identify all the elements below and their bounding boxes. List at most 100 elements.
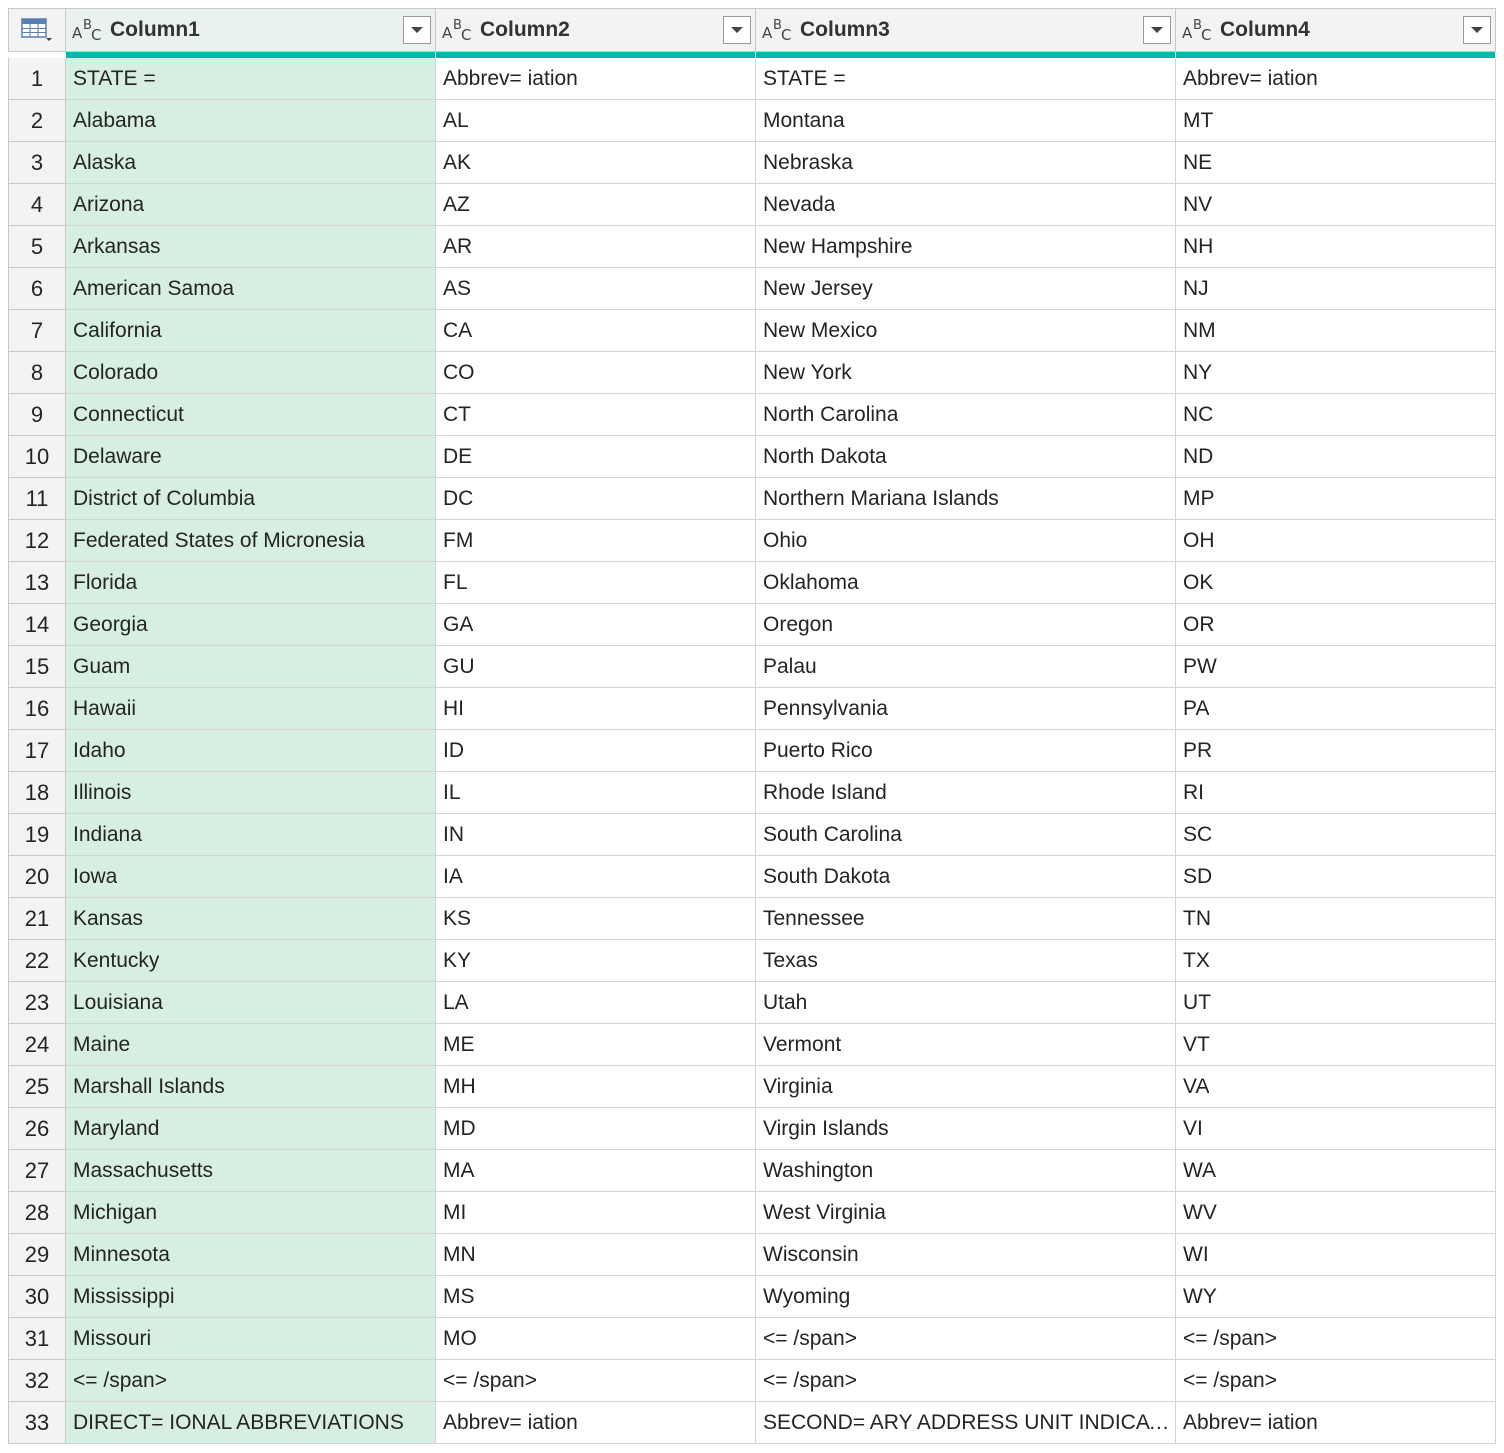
cell-column3[interactable]: New Hampshire	[756, 226, 1176, 268]
cell-column2[interactable]: MA	[436, 1150, 756, 1192]
cell-column1[interactable]: Alaska	[66, 142, 436, 184]
cell-column4[interactable]: WV	[1176, 1192, 1496, 1234]
row-number[interactable]: 4	[8, 184, 66, 226]
cell-column4[interactable]: NC	[1176, 394, 1496, 436]
cell-column3[interactable]: <= /span>	[756, 1318, 1176, 1360]
cell-column2[interactable]: Abbrev= iation	[436, 1402, 756, 1444]
cell-column4[interactable]: TN	[1176, 898, 1496, 940]
row-number[interactable]: 33	[8, 1402, 66, 1444]
cell-column1[interactable]: Kansas	[66, 898, 436, 940]
cell-column3[interactable]: Pennsylvania	[756, 688, 1176, 730]
cell-column1[interactable]: DIRECT= IONAL ABBREVIATIONS	[66, 1402, 436, 1444]
cell-column3[interactable]: Puerto Rico	[756, 730, 1176, 772]
cell-column2[interactable]: MI	[436, 1192, 756, 1234]
cell-column1[interactable]: Kentucky	[66, 940, 436, 982]
cell-column4[interactable]: MT	[1176, 100, 1496, 142]
cell-column2[interactable]: CO	[436, 352, 756, 394]
cell-column2[interactable]: MN	[436, 1234, 756, 1276]
cell-column4[interactable]: PR	[1176, 730, 1496, 772]
table-menu-button[interactable]	[8, 9, 66, 51]
cell-column1[interactable]: Georgia	[66, 604, 436, 646]
cell-column4[interactable]: NE	[1176, 142, 1496, 184]
cell-column3[interactable]: Rhode Island	[756, 772, 1176, 814]
filter-dropdown-button[interactable]	[1143, 16, 1171, 44]
filter-dropdown-button[interactable]	[1463, 16, 1491, 44]
cell-column1[interactable]: Federated States of Micronesia	[66, 520, 436, 562]
row-number[interactable]: 8	[8, 352, 66, 394]
cell-column1[interactable]: Mississippi	[66, 1276, 436, 1318]
cell-column2[interactable]: HI	[436, 688, 756, 730]
row-number[interactable]: 30	[8, 1276, 66, 1318]
cell-column4[interactable]: Abbrev= iation	[1176, 58, 1496, 100]
row-number[interactable]: 26	[8, 1108, 66, 1150]
cell-column3[interactable]: Washington	[756, 1150, 1176, 1192]
cell-column4[interactable]: OR	[1176, 604, 1496, 646]
row-number[interactable]: 23	[8, 982, 66, 1024]
cell-column4[interactable]: WA	[1176, 1150, 1496, 1192]
cell-column2[interactable]: AK	[436, 142, 756, 184]
cell-column2[interactable]: CA	[436, 310, 756, 352]
cell-column2[interactable]: IA	[436, 856, 756, 898]
row-number[interactable]: 14	[8, 604, 66, 646]
cell-column3[interactable]: Wyoming	[756, 1276, 1176, 1318]
row-number[interactable]: 12	[8, 520, 66, 562]
cell-column3[interactable]: Texas	[756, 940, 1176, 982]
cell-column4[interactable]: SC	[1176, 814, 1496, 856]
cell-column4[interactable]: NV	[1176, 184, 1496, 226]
cell-column4[interactable]: NH	[1176, 226, 1496, 268]
cell-column1[interactable]: Florida	[66, 562, 436, 604]
row-number[interactable]: 11	[8, 478, 66, 520]
cell-column3[interactable]: West Virginia	[756, 1192, 1176, 1234]
row-number[interactable]: 29	[8, 1234, 66, 1276]
cell-column3[interactable]: South Dakota	[756, 856, 1176, 898]
cell-column3[interactable]: Palau	[756, 646, 1176, 688]
cell-column1[interactable]: California	[66, 310, 436, 352]
row-number[interactable]: 6	[8, 268, 66, 310]
cell-column1[interactable]: Illinois	[66, 772, 436, 814]
cell-column1[interactable]: Marshall Islands	[66, 1066, 436, 1108]
cell-column3[interactable]: Tennessee	[756, 898, 1176, 940]
cell-column1[interactable]: Arizona	[66, 184, 436, 226]
cell-column1[interactable]: Colorado	[66, 352, 436, 394]
cell-column4[interactable]: OK	[1176, 562, 1496, 604]
cell-column3[interactable]: New Mexico	[756, 310, 1176, 352]
cell-column3[interactable]: North Dakota	[756, 436, 1176, 478]
cell-column4[interactable]: NY	[1176, 352, 1496, 394]
cell-column2[interactable]: DC	[436, 478, 756, 520]
cell-column4[interactable]: TX	[1176, 940, 1496, 982]
cell-column4[interactable]: PW	[1176, 646, 1496, 688]
cell-column1[interactable]: American Samoa	[66, 268, 436, 310]
cell-column4[interactable]: ND	[1176, 436, 1496, 478]
cell-column3[interactable]: Virginia	[756, 1066, 1176, 1108]
cell-column1[interactable]: <= /span>	[66, 1360, 436, 1402]
cell-column3[interactable]: Montana	[756, 100, 1176, 142]
cell-column4[interactable]: WY	[1176, 1276, 1496, 1318]
row-number[interactable]: 28	[8, 1192, 66, 1234]
cell-column1[interactable]: Maryland	[66, 1108, 436, 1150]
filter-dropdown-button[interactable]	[403, 16, 431, 44]
row-number[interactable]: 2	[8, 100, 66, 142]
cell-column4[interactable]: NM	[1176, 310, 1496, 352]
row-number[interactable]: 27	[8, 1150, 66, 1192]
cell-column2[interactable]: IN	[436, 814, 756, 856]
cell-column2[interactable]: AZ	[436, 184, 756, 226]
cell-column3[interactable]: Ohio	[756, 520, 1176, 562]
cell-column3[interactable]: Nevada	[756, 184, 1176, 226]
cell-column3[interactable]: South Carolina	[756, 814, 1176, 856]
cell-column2[interactable]: DE	[436, 436, 756, 478]
cell-column4[interactable]: PA	[1176, 688, 1496, 730]
cell-column2[interactable]: AR	[436, 226, 756, 268]
row-number[interactable]: 20	[8, 856, 66, 898]
cell-column1[interactable]: Minnesota	[66, 1234, 436, 1276]
row-number[interactable]: 31	[8, 1318, 66, 1360]
row-number[interactable]: 7	[8, 310, 66, 352]
cell-column1[interactable]: Delaware	[66, 436, 436, 478]
cell-column2[interactable]: FL	[436, 562, 756, 604]
cell-column2[interactable]: MS	[436, 1276, 756, 1318]
cell-column1[interactable]: Michigan	[66, 1192, 436, 1234]
